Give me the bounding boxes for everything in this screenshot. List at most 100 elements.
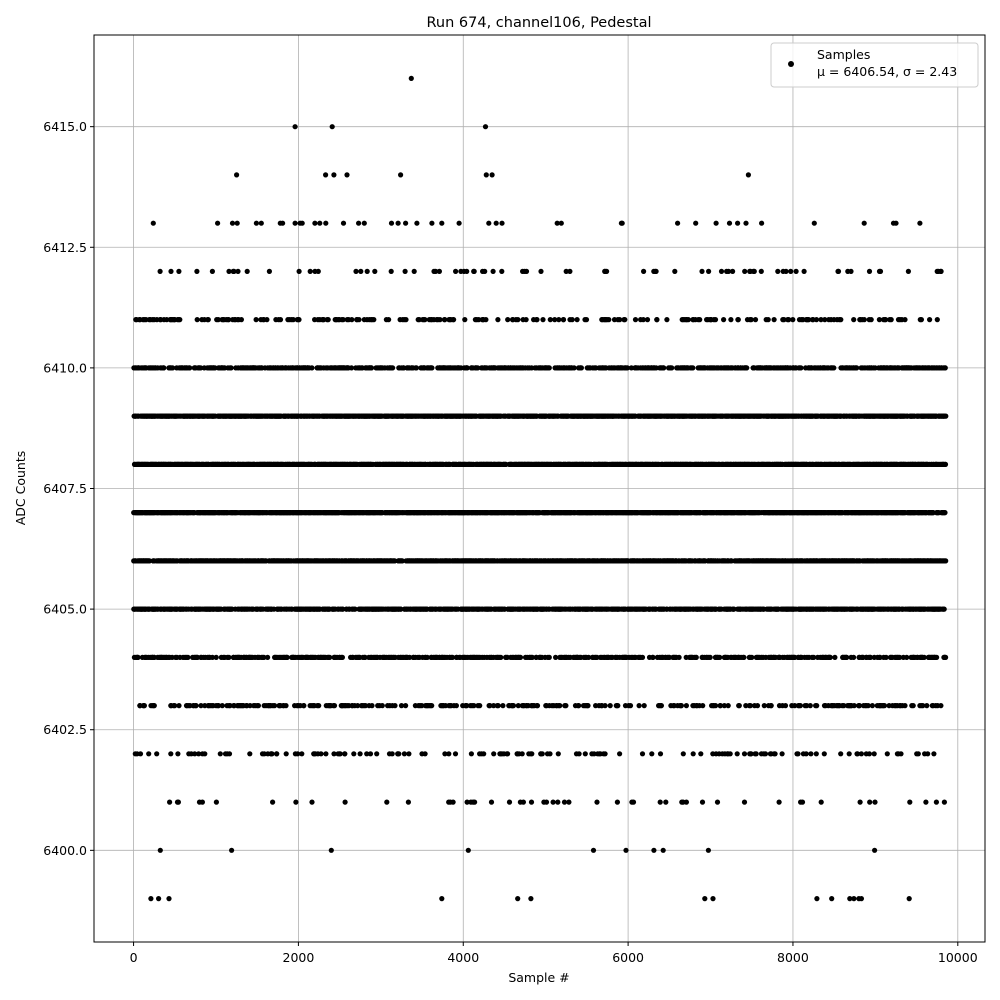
data-point xyxy=(865,703,871,709)
data-point xyxy=(168,751,174,757)
data-point xyxy=(872,799,878,805)
data-point xyxy=(547,751,553,757)
data-point xyxy=(582,751,588,757)
data-point xyxy=(539,751,545,757)
data-point xyxy=(472,799,478,805)
data-point xyxy=(167,799,173,805)
data-point xyxy=(925,751,931,757)
data-point xyxy=(488,799,495,805)
data-point xyxy=(753,751,759,757)
data-point xyxy=(384,799,390,805)
data-point xyxy=(284,654,290,661)
data-point xyxy=(821,751,827,757)
data-point xyxy=(881,703,888,709)
data-point xyxy=(707,654,713,661)
data-point xyxy=(555,799,561,805)
data-point xyxy=(529,654,535,661)
data-point xyxy=(374,751,380,757)
data-point xyxy=(923,799,929,805)
data-point xyxy=(747,703,754,709)
data-point xyxy=(156,896,162,902)
data-point xyxy=(528,799,535,805)
data-point xyxy=(442,751,448,757)
data-point xyxy=(452,751,459,757)
data-point xyxy=(717,654,723,661)
data-point xyxy=(943,558,949,564)
data-point xyxy=(274,751,280,757)
data-point xyxy=(398,606,404,612)
data-point xyxy=(743,703,749,709)
data-point xyxy=(761,703,767,709)
data-point xyxy=(649,751,655,757)
data-point xyxy=(623,847,629,853)
data-point xyxy=(247,703,253,709)
data-point xyxy=(884,751,890,757)
data-point xyxy=(318,751,324,757)
data-point xyxy=(505,751,511,757)
data-points xyxy=(131,75,949,902)
data-point xyxy=(213,799,219,805)
data-point xyxy=(351,751,357,757)
data-point xyxy=(846,751,852,757)
data-point xyxy=(379,703,385,709)
data-point xyxy=(339,654,345,661)
data-point xyxy=(772,751,778,757)
data-point xyxy=(323,751,329,757)
data-point xyxy=(495,703,501,709)
data-point xyxy=(295,751,301,757)
data-point xyxy=(510,703,517,709)
data-point xyxy=(617,751,623,757)
data-point xyxy=(528,896,534,902)
data-point xyxy=(938,703,944,709)
data-point xyxy=(741,799,748,805)
data-point xyxy=(175,799,181,805)
data-point xyxy=(867,654,874,661)
data-point xyxy=(151,703,157,709)
data-point xyxy=(854,751,861,757)
data-point xyxy=(714,799,721,805)
data-point xyxy=(543,799,550,805)
data-point xyxy=(465,847,471,853)
data-point xyxy=(851,703,857,709)
data-point xyxy=(175,751,181,757)
data-point xyxy=(576,703,582,709)
data-point xyxy=(941,606,947,612)
data-point xyxy=(141,703,147,709)
data-point xyxy=(506,799,513,805)
data-point xyxy=(811,654,817,661)
data-point xyxy=(907,799,913,805)
data-point xyxy=(762,751,769,757)
data-point xyxy=(727,751,733,757)
data-point xyxy=(398,703,405,709)
data-point xyxy=(943,654,949,661)
data-point xyxy=(857,799,863,805)
data-point xyxy=(683,703,690,709)
data-point xyxy=(700,703,706,709)
data-point xyxy=(481,751,487,757)
data-point xyxy=(636,703,642,709)
data-point xyxy=(327,654,333,661)
data-point xyxy=(663,799,669,805)
data-point xyxy=(154,751,160,757)
data-point xyxy=(342,751,348,757)
data-point xyxy=(904,654,910,661)
data-point xyxy=(247,751,253,757)
data-point xyxy=(731,606,737,612)
data-point xyxy=(450,799,456,805)
data-point xyxy=(316,703,322,709)
data-point xyxy=(607,703,613,709)
data-point xyxy=(389,751,395,757)
data-point xyxy=(856,703,863,709)
data-point xyxy=(301,703,307,709)
data-point xyxy=(529,751,535,757)
data-point xyxy=(176,703,182,709)
data-point xyxy=(491,703,497,709)
data-point xyxy=(915,751,921,757)
data-point xyxy=(217,751,223,757)
data-point xyxy=(219,703,225,709)
data-point xyxy=(340,606,346,612)
data-point xyxy=(487,703,493,709)
data-point xyxy=(209,654,215,661)
data-point xyxy=(818,799,824,805)
